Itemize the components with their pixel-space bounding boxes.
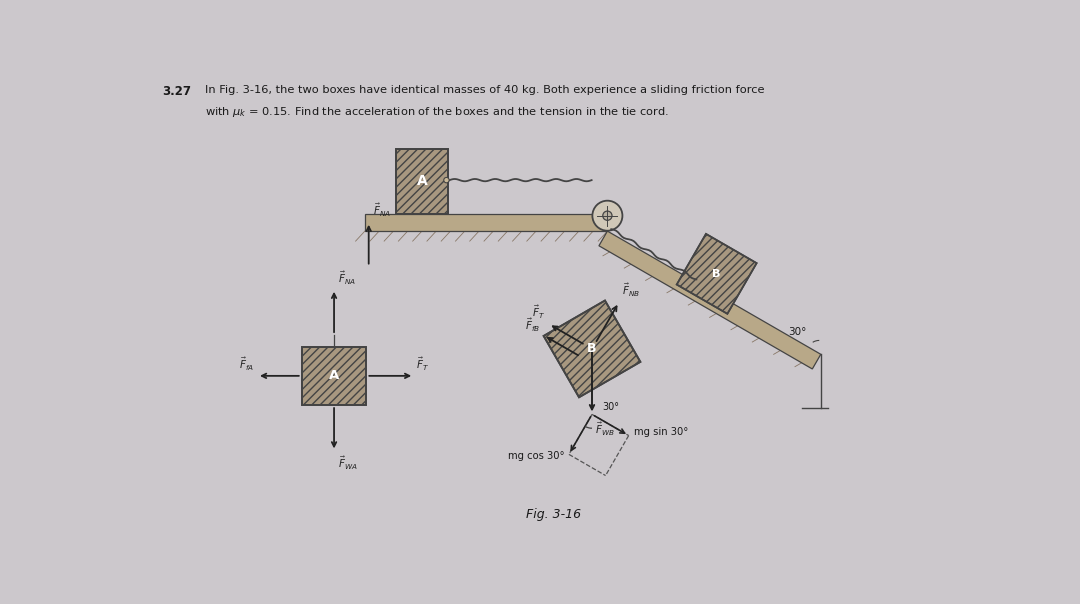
Polygon shape <box>677 234 757 314</box>
Text: $\vec{F}_{fB}$: $\vec{F}_{fB}$ <box>525 316 540 333</box>
Text: In Fig. 3-16, the two boxes have identical masses of 40 kg. Both experience a sl: In Fig. 3-16, the two boxes have identic… <box>205 85 765 95</box>
Text: $\vec{F}_{WA}$: $\vec{F}_{WA}$ <box>338 455 357 472</box>
Text: 3.27: 3.27 <box>162 85 191 98</box>
Text: Fig. 3-16: Fig. 3-16 <box>526 507 581 521</box>
Polygon shape <box>599 231 821 369</box>
Bar <box>301 347 366 405</box>
Text: B: B <box>588 342 597 355</box>
Text: $\vec{F}_{fA}$: $\vec{F}_{fA}$ <box>239 356 254 373</box>
Text: $\vec{F}_{NA}$: $\vec{F}_{NA}$ <box>338 269 356 286</box>
Text: A: A <box>417 175 428 188</box>
Text: B: B <box>713 269 720 279</box>
Text: A: A <box>329 370 339 382</box>
Circle shape <box>603 211 612 220</box>
Text: with $\mu_k$ = 0.15. Find the acceleration of the boxes and the tension in the t: with $\mu_k$ = 0.15. Find the accelerati… <box>205 105 670 119</box>
Text: 30°: 30° <box>602 402 619 412</box>
Polygon shape <box>543 301 640 397</box>
Bar <box>395 149 448 214</box>
Bar <box>395 149 448 214</box>
Circle shape <box>444 178 449 183</box>
Circle shape <box>593 201 622 231</box>
Text: $\vec{F}_{NA}$: $\vec{F}_{NA}$ <box>373 202 391 219</box>
Text: $\vec{F}_{NB}$: $\vec{F}_{NB}$ <box>622 281 640 299</box>
Text: 30°: 30° <box>788 327 807 338</box>
Bar <box>365 214 607 231</box>
Text: $\vec{F}_T$: $\vec{F}_T$ <box>532 304 545 321</box>
Text: mg sin 30°: mg sin 30° <box>634 426 688 437</box>
Text: $\vec{F}_T$: $\vec{F}_T$ <box>417 356 430 373</box>
Text: mg cos 30°: mg cos 30° <box>509 451 565 461</box>
Text: $\vec{F}_{WB}$: $\vec{F}_{WB}$ <box>595 420 615 438</box>
Bar <box>301 347 366 405</box>
